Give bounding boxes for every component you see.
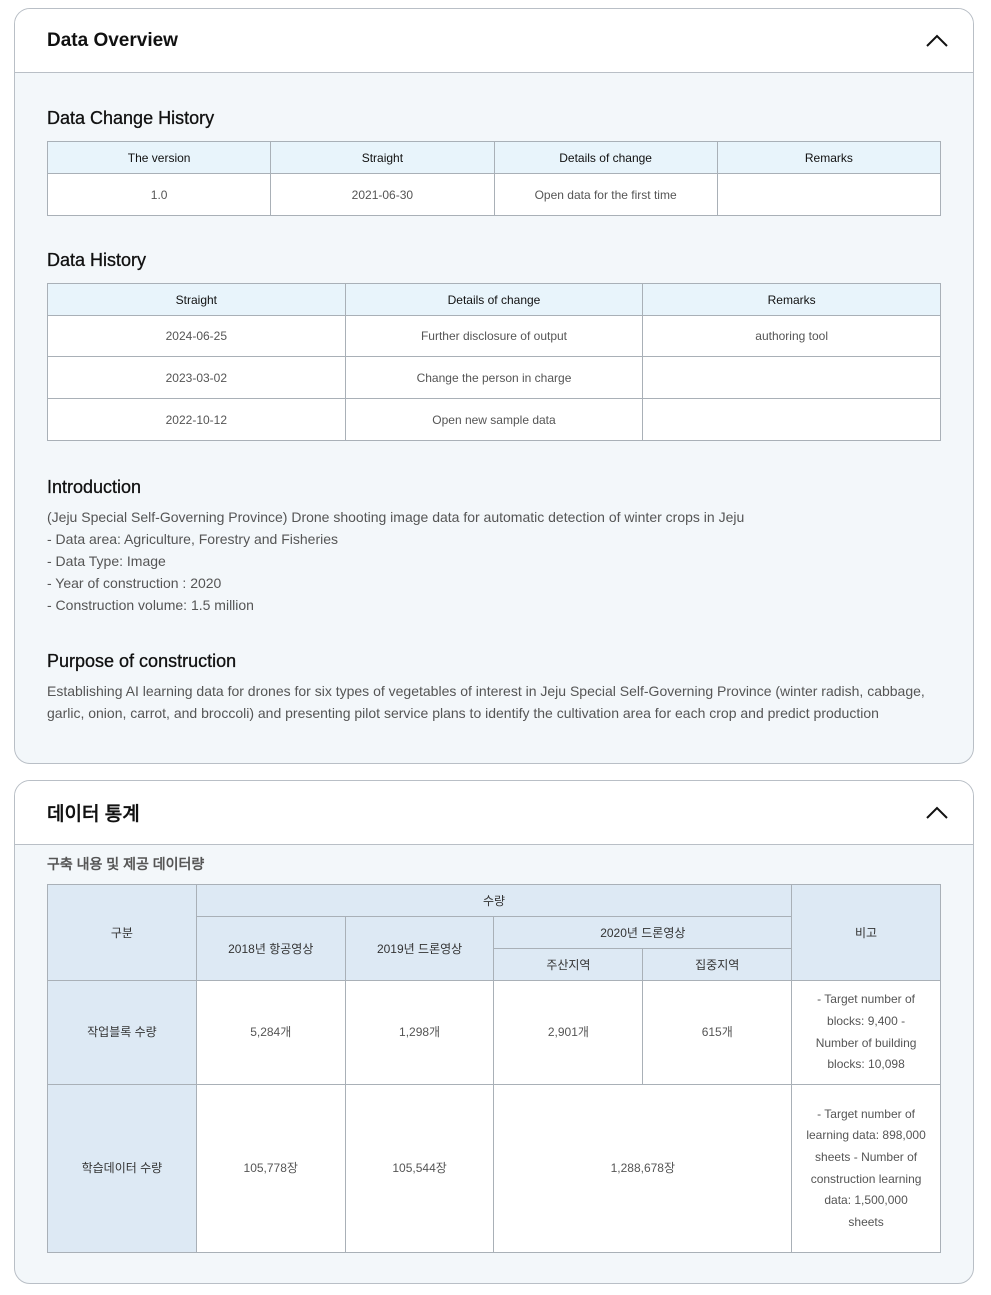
cell: Change the person in charge — [344, 356, 644, 399]
section-title: Introduction — [47, 477, 142, 497]
table-row: 1.0 2021-06-30 Open data for the first tim… — [46, 173, 942, 216]
cell: 105,778장 — [195, 1084, 346, 1253]
col-header: 수량 — [195, 884, 793, 917]
cell: Open new sample data — [344, 398, 644, 441]
cell: 2,901개 — [493, 980, 644, 1085]
cell: 1.0 — [46, 173, 272, 216]
table-row: 작업블록 수량 5,284개 1,298개 2,901개 615개 - Target nu… — [47, 980, 941, 1085]
col-header: 2020년 드론영상 — [493, 916, 793, 949]
chevron-up-icon[interactable] — [925, 29, 949, 53]
panel-header[interactable]: 데이터 통계 — [15, 781, 973, 845]
row-header: 학습데이터 수량 — [47, 1084, 197, 1253]
panel-title: 데이터 통계 — [47, 804, 140, 825]
col-header: 집중지역 — [642, 948, 793, 981]
col-header: Remarks — [642, 283, 941, 316]
cell: authoring tool — [642, 315, 941, 357]
cell: 1,298개 — [344, 980, 495, 1085]
cell — [642, 356, 941, 399]
col-header: Straight — [47, 283, 346, 316]
stats-table: 구분 수량 비고 2018년 항공영상 2019년 드론영상 2020년 드론영상 주산… — [47, 884, 941, 1253]
cell: 2023-03-02 — [47, 356, 346, 399]
chevron-up-icon[interactable] — [925, 801, 949, 825]
intro-line: - Data Type: Image — [47, 553, 166, 569]
intro-line: - Construction volume: 1.5 million — [47, 597, 254, 613]
purpose-text: Establishing AI learning data for drones… — [47, 683, 925, 721]
intro-line: - Data area: Agriculture, Forestry and F… — [47, 531, 339, 547]
cell: 1,288,678장 — [493, 1084, 793, 1253]
table-row: 2024-06-25 Further disclosure of output au… — [47, 315, 941, 357]
stats-subtitle: 구축 내용 및 제공 데이터량 — [47, 856, 205, 872]
cell: 105,544장 — [344, 1084, 495, 1253]
col-header: Remarks — [716, 141, 942, 174]
change-history-table: The version Straight Details of change Rema… — [46, 141, 942, 216]
data-stats-panel: 데이터 통계 구축 내용 및 제공 데이터량 구분 수량 비고 2018년 항공영상… — [14, 780, 974, 1284]
col-header: Details of change — [344, 283, 644, 316]
section-title: Data History — [47, 250, 147, 270]
col-header: The version — [46, 141, 272, 174]
cell — [642, 398, 941, 441]
cell: 615개 — [642, 980, 793, 1085]
col-header: 비고 — [791, 884, 941, 981]
table-row: 학습데이터 수량 105,778장 105,544장 1,288,678장 - Targ… — [47, 1084, 941, 1253]
cell: 2022-10-12 — [47, 398, 346, 441]
cell: 5,284개 — [195, 980, 346, 1085]
col-header: 주산지역 — [493, 948, 644, 981]
col-header: 2019년 드론영상 — [344, 916, 495, 981]
history-table: Straight Details of change Remarks 2024-06… — [47, 283, 941, 441]
col-header: 구분 — [47, 884, 197, 981]
row-header: 작업블록 수량 — [47, 980, 197, 1085]
col-header: Straight — [270, 141, 495, 174]
cell: - Target number of blocks: 9,400 - Numbe… — [791, 980, 941, 1085]
col-header: 2018년 항공영상 — [195, 916, 346, 981]
cell — [716, 173, 942, 216]
table-row: 2022-10-12 Open new sample data — [47, 398, 941, 441]
cell: 2024-06-25 — [47, 315, 346, 357]
cell: Further disclosure of output — [344, 315, 644, 357]
cell: - Target number of learning data: 898,00… — [791, 1084, 941, 1253]
section-title: Purpose of construction — [47, 651, 237, 671]
cell: 2021-06-30 — [270, 173, 495, 216]
panel-header[interactable]: Data Overview — [15, 9, 973, 73]
intro-line: (Jeju Special Self-Governing Province) D… — [47, 509, 745, 525]
panel-title: Data Overview — [47, 29, 178, 51]
section-title: Data Change History — [47, 108, 215, 128]
cell: Open data for the first time — [493, 173, 718, 216]
table-row: 2023-03-02 Change the person in charge — [47, 356, 941, 399]
intro-line: - Year of construction : 2020 — [47, 575, 222, 591]
data-overview-panel: Data Overview Data Change History The ve… — [14, 8, 974, 764]
col-header: Details of change — [493, 141, 718, 174]
